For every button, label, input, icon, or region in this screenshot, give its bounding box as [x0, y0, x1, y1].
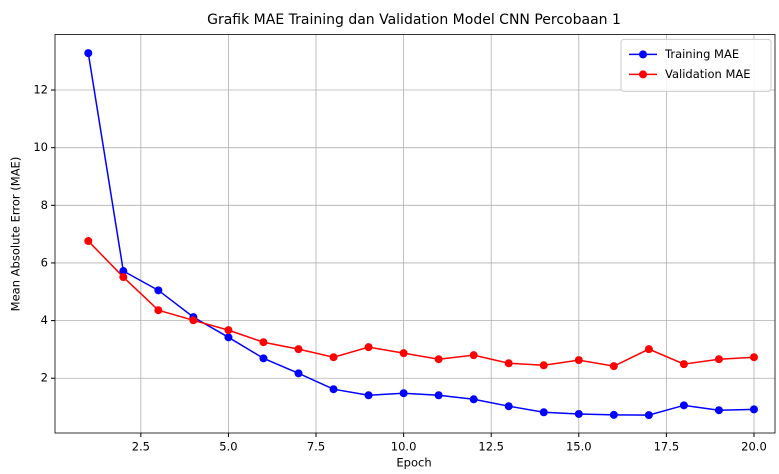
data-point [364, 343, 373, 352]
data-point [749, 353, 758, 362]
data-point [84, 49, 93, 58]
data-point [434, 355, 443, 364]
data-point [224, 326, 233, 335]
y-tick-label: 8 [41, 198, 48, 212]
data-point [399, 349, 408, 358]
data-point [469, 351, 478, 360]
data-point [434, 391, 443, 400]
data-point [154, 306, 163, 315]
legend-label: Validation MAE [665, 67, 751, 81]
data-point [259, 354, 268, 363]
data-point [679, 360, 688, 369]
x-tick-label: 10.0 [391, 440, 417, 454]
x-axis-label: Epoch [396, 456, 431, 470]
data-point [399, 389, 408, 398]
data-point [329, 353, 338, 362]
y-tick-label: 2 [41, 371, 48, 385]
data-point [259, 338, 268, 347]
legend-marker [639, 50, 647, 59]
x-tick-label: 7.5 [307, 440, 325, 454]
series-line [87, 53, 754, 416]
data-point [329, 385, 338, 394]
x-tick-label: 20.0 [741, 440, 767, 454]
data-point [119, 267, 128, 276]
data-point [749, 405, 758, 414]
data-point [609, 410, 618, 419]
data-point [189, 316, 198, 325]
legend-label: Training MAE [664, 47, 739, 61]
data-point [504, 359, 513, 368]
data-point [154, 286, 163, 295]
y-axis-label: Mean Absolute Error (MAE) [9, 157, 23, 312]
data-point [364, 391, 373, 400]
x-tick-label: 5.0 [219, 440, 237, 454]
data-point [644, 411, 653, 420]
data-point [224, 333, 233, 342]
plot-frame [54, 34, 776, 434]
x-tick-label: 17.5 [654, 440, 680, 454]
data-point [294, 345, 303, 354]
y-tick-label: 10 [33, 140, 48, 154]
data-point [644, 345, 653, 354]
data-point [504, 402, 513, 411]
data-point [84, 237, 93, 246]
x-tick-label: 15.0 [566, 440, 592, 454]
data-point [574, 356, 583, 365]
data-point [119, 273, 128, 282]
x-tick-label: 2.5 [132, 440, 150, 454]
data-point [294, 369, 303, 378]
data-point [679, 401, 688, 410]
x-tick-label: 12.5 [478, 440, 504, 454]
data-point [609, 362, 618, 371]
data-point [539, 408, 548, 417]
data-point [469, 395, 478, 404]
y-tick-label: 12 [33, 83, 48, 97]
y-tick-label: 4 [41, 313, 48, 327]
legend-box [620, 38, 772, 92]
data-point [574, 409, 583, 418]
data-point [714, 355, 723, 364]
y-tick-label: 6 [41, 255, 48, 269]
data-point [539, 361, 548, 370]
data-point [714, 406, 723, 415]
chart-title: Grafik MAE Training dan Validation Model… [207, 12, 621, 28]
legend-marker [639, 70, 647, 79]
series-line [87, 240, 755, 367]
